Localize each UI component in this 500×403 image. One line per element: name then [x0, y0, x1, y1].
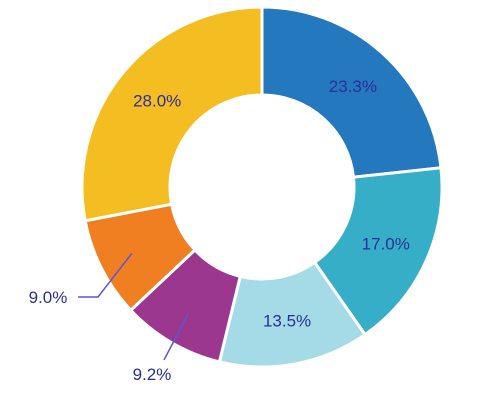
leader-line-5	[78, 252, 133, 298]
donut-slice-1	[260, 5, 443, 179]
leader-line-4	[163, 312, 190, 361]
slice-label-4: 9.2%	[133, 365, 172, 384]
slice-label-2: 17.0%	[362, 234, 410, 253]
slice-label-5: 9.0%	[29, 288, 68, 307]
slice-label-1: 23.3%	[329, 77, 377, 96]
donut-slice-2	[312, 166, 444, 337]
slice-label-6: 28.0%	[133, 91, 181, 110]
slice-label-3: 13.5%	[263, 312, 311, 331]
donut-slice-6	[80, 5, 264, 223]
